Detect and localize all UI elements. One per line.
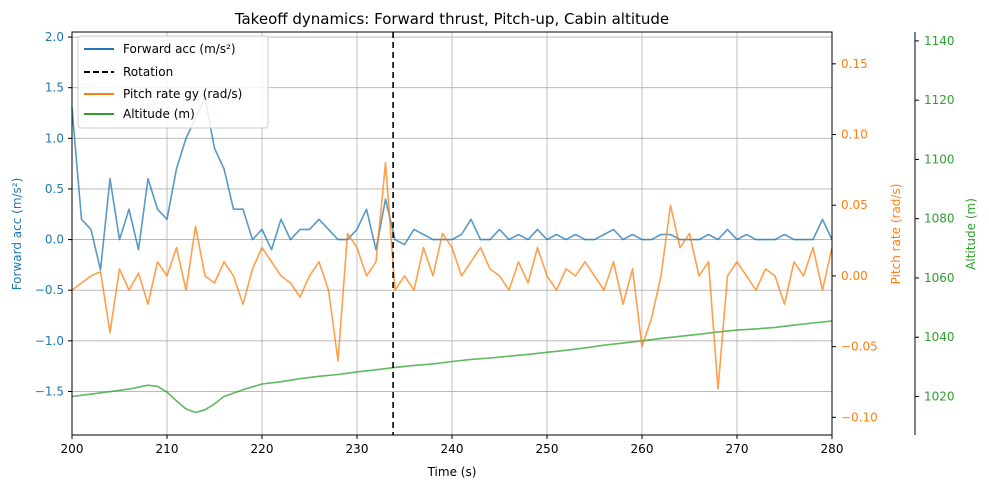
x-tick-label: 220: [251, 442, 274, 456]
forward-acc-tick-label: −1.0: [35, 334, 64, 348]
pitch-rate-axis: −0.10 −0.05 0.00 0.05 0.10 0.15: [832, 57, 878, 424]
altitude-tick-label: 1080: [924, 212, 955, 226]
x-tick-label: 200: [61, 442, 84, 456]
chart-title: Takeoff dynamics: Forward thrust, Pitch-…: [234, 10, 669, 28]
pitch-rate-tick-label: −0.10: [841, 410, 878, 424]
altitude-tick-label: 1140: [924, 34, 955, 48]
forward-acc-axis: −1.5 −1.0 −0.5 0.0 0.5 1.0 1.5 2.0: [35, 30, 72, 398]
altitude-tick-label: 1100: [924, 152, 955, 166]
forward-acc-axis-label: Forward acc (m/s²): [10, 178, 24, 291]
legend-box: [77, 35, 269, 129]
x-tick-label: 270: [726, 442, 749, 456]
pitch-rate-tick-label: 0.10: [841, 128, 868, 142]
forward-acc-tick-label: −0.5: [35, 283, 64, 297]
legend-label-pitch-rate: Pitch rate gy (rad/s): [123, 87, 242, 101]
forward-acc-tick-label: −1.5: [35, 384, 64, 398]
pitch-rate-line: [71, 162, 833, 390]
x-tick-label: 240: [441, 442, 464, 456]
pitch-rate-tick-label: 0.05: [841, 198, 868, 212]
altitude-tick-label: 1120: [924, 93, 955, 107]
forward-acc-tick-label: 1.5: [45, 81, 64, 95]
forward-acc-tick-label: 0.5: [45, 182, 64, 196]
legend-label-altitude: Altitude (m): [123, 107, 195, 121]
forward-acc-tick-label: 0.0: [45, 233, 64, 247]
pitch-rate-tick-label: −0.05: [841, 340, 878, 354]
x-tick-label: 230: [346, 442, 369, 456]
x-tick-label: 210: [156, 442, 179, 456]
pitch-rate-axis-label: Pitch rate (rad/s): [889, 184, 903, 285]
altitude-axis: 1020 1040 1060 1080 1100 1120 1140: [915, 34, 955, 403]
x-axis: 200 210 220 230 240 250 260 270 280: [61, 435, 844, 456]
altitude-line: [71, 320, 833, 414]
forward-acc-tick-label: 2.0: [45, 30, 64, 44]
pitch-rate-tick-label: 0.15: [841, 57, 868, 71]
altitude-tick-label: 1060: [924, 271, 955, 285]
x-axis-label: Time (s): [427, 465, 477, 479]
pitch-rate-tick-label: 0.00: [841, 269, 868, 283]
x-tick-label: 280: [821, 442, 844, 456]
altitude-tick-label: 1040: [924, 330, 955, 344]
legend-label-forward-acc: Forward acc (m/s²): [123, 42, 236, 56]
x-tick-label: 260: [631, 442, 654, 456]
altitude-tick-label: 1020: [924, 389, 955, 403]
legend: Forward acc (m/s²) Rotation Pitch rate g…: [77, 35, 269, 129]
legend-label-rotation: Rotation: [123, 65, 173, 79]
altitude-axis-label: Altitude (m): [964, 198, 978, 270]
x-tick-label: 250: [536, 442, 559, 456]
forward-acc-tick-label: 1.0: [45, 131, 64, 145]
